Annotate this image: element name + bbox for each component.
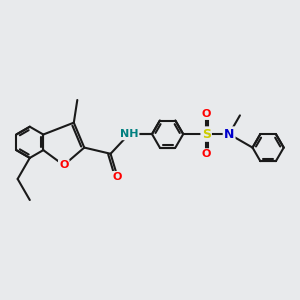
Text: O: O xyxy=(59,160,68,170)
Text: O: O xyxy=(113,172,122,182)
Text: NH: NH xyxy=(120,129,138,139)
Text: O: O xyxy=(202,109,211,119)
Text: S: S xyxy=(202,128,211,141)
Text: N: N xyxy=(224,128,234,141)
Text: O: O xyxy=(202,149,211,159)
